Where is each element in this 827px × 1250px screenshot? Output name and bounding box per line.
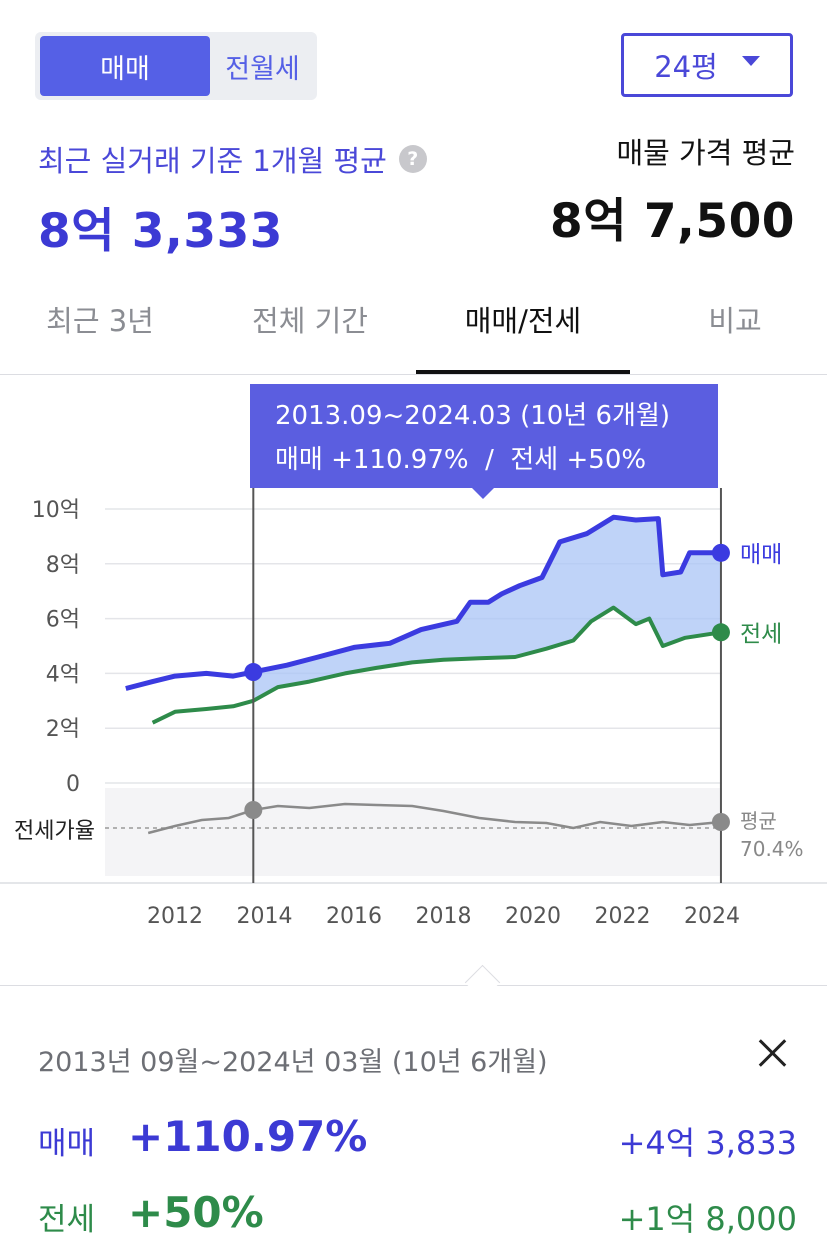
selection-tooltip: 2013.09~2024.03 (10년 6개월) 매매 +110.97% / … bbox=[250, 384, 718, 488]
jeonse-series-label: 전세 bbox=[740, 621, 782, 647]
y-tick-label: 4억 bbox=[46, 662, 80, 687]
rent-toggle-button[interactable]: 전월세 bbox=[225, 53, 300, 85]
y-tick-label: 10억 bbox=[32, 498, 80, 523]
tab-all-period[interactable]: 전체 기간 bbox=[252, 304, 368, 338]
y-tick-label: 8억 bbox=[46, 553, 80, 578]
x-tick-label: 2014 bbox=[237, 904, 293, 929]
ratio-band bbox=[105, 788, 722, 876]
ratio-avg-value: 70.4% bbox=[740, 837, 804, 861]
summary-sale-amount: +4억 3,833 bbox=[618, 1124, 797, 1162]
help-icon[interactable]: ? bbox=[398, 145, 427, 173]
ratio-end-marker bbox=[711, 813, 730, 831]
x-tick-label: 2018 bbox=[416, 904, 472, 929]
ratio-start-marker bbox=[244, 801, 263, 819]
sale-toggle-button[interactable]: 매매 bbox=[40, 36, 210, 96]
chevron-down-icon bbox=[741, 56, 760, 66]
tooltip-change: 매매 +110.97% / 전세 +50% bbox=[275, 445, 647, 475]
sale-start-marker bbox=[244, 663, 263, 682]
x-tick-label: 2012 bbox=[147, 904, 203, 929]
recent-average-price: 8억 3,333 bbox=[38, 204, 283, 259]
y-tick-label: 2억 bbox=[46, 717, 80, 742]
tooltip-arrow bbox=[471, 487, 495, 499]
ratio-line bbox=[147, 802, 722, 835]
x-tick-label: 2016 bbox=[326, 904, 382, 929]
sale-jeonse-gap-area bbox=[253, 517, 722, 701]
listing-average-price: 8억 7,500 bbox=[550, 194, 795, 249]
tooltip-period: 2013.09~2024.03 (10년 6개월) bbox=[275, 401, 671, 431]
price-chart[interactable]: 10억 8억 6억 4억 2억 0 전세가율 평균 70.4% 2012 2014 2016 2018 2… bbox=[0, 375, 827, 975]
deal-type-toggle: 매매 전월세 bbox=[35, 32, 317, 100]
sale-end-marker bbox=[711, 543, 730, 562]
ratio-label: 전세가율 bbox=[14, 819, 95, 844]
listing-average-label: 매물 가격 평균 bbox=[616, 136, 795, 170]
summary-jeonse-pct: +50% bbox=[128, 1188, 264, 1237]
period-tabs: 최근 3년 전체 기간 매매/전세 비교 bbox=[0, 282, 827, 375]
summary-jeonse-amount: +1억 8,000 bbox=[618, 1200, 797, 1238]
x-tick-label: 2022 bbox=[595, 904, 651, 929]
y-tick-label: 6억 bbox=[46, 608, 80, 633]
summary-sale-pct: +110.97% bbox=[128, 1112, 368, 1161]
sale-line bbox=[125, 514, 721, 691]
jeonse-line bbox=[151, 605, 722, 725]
x-tick-label: 2020 bbox=[505, 904, 561, 929]
tab-recent-3y[interactable]: 최근 3년 bbox=[46, 304, 154, 338]
recent-average-text: 최근 실거래 기준 1개월 평균 bbox=[38, 144, 387, 178]
ratio-avg-label: 평균 bbox=[740, 809, 777, 833]
size-select-value: 24평 bbox=[654, 50, 718, 84]
y-tick-label: 0 bbox=[66, 772, 80, 797]
summary-jeonse-label: 전세 bbox=[38, 1202, 96, 1238]
summary-panel bbox=[0, 985, 827, 1250]
summary-sale-label: 매매 bbox=[38, 1126, 96, 1162]
sale-series-label: 매매 bbox=[740, 542, 782, 568]
tab-sale-jeonse[interactable]: 매매/전세 bbox=[416, 298, 630, 374]
size-select[interactable]: 24평 bbox=[621, 33, 793, 97]
summary-period: 2013년 09월~2024년 03월 (10년 6개월) bbox=[38, 1047, 548, 1078]
x-tick-label: 2024 bbox=[684, 904, 740, 929]
recent-average-label: 최근 실거래 기준 1개월 평균 ? bbox=[38, 138, 427, 180]
jeonse-end-marker bbox=[711, 623, 730, 642]
close-icon[interactable] bbox=[752, 1033, 792, 1073]
tab-compare[interactable]: 비교 bbox=[708, 304, 762, 338]
